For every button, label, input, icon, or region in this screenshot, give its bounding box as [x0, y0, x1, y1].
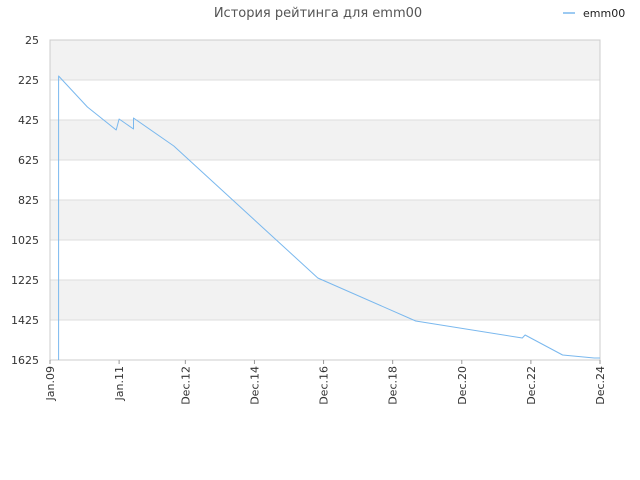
y-tick-label: 825 [18, 194, 39, 207]
x-tick-label: Dec.24 [594, 366, 607, 405]
y-tick-label: 1225 [11, 274, 39, 287]
x-tick-label: Dec.22 [525, 366, 538, 405]
y-tick-label: 25 [25, 34, 39, 47]
x-axis: Jan.09 Jan.11 Dec.12 Dec.14 Dec.16 Dec.18 Dec.… [44, 360, 607, 405]
y-tick-label: 1025 [11, 234, 39, 247]
legend-label-emm00: emm00 [583, 7, 625, 20]
x-tick-label: Jan.09 [44, 366, 57, 401]
grid-band [50, 280, 600, 320]
y-tick-label: 1625 [11, 354, 39, 367]
x-tick-label: Dec.16 [318, 366, 331, 405]
chart-title: История рейтинга для emm00 [214, 6, 422, 21]
grid-band [50, 120, 600, 160]
legend: emm00 [563, 7, 625, 20]
series-group [58, 75, 600, 360]
y-tick-label: 425 [18, 114, 39, 127]
y-axis: 25 225 425 625 825 1025 1225 1425 1625 [11, 34, 39, 367]
x-tick-label: Dec.20 [456, 366, 469, 405]
y-tick-label: 625 [18, 154, 39, 167]
series-line-emm00 [58, 75, 600, 360]
y-tick-label: 1425 [11, 314, 39, 327]
y-tick-label: 225 [18, 74, 39, 87]
x-tick-label: Jan.11 [113, 366, 126, 401]
x-tick-label: Dec.14 [248, 366, 261, 405]
background-bands [50, 40, 600, 320]
grid-band [50, 200, 600, 240]
plot-frame [49, 39, 601, 361]
x-tick-label: Dec.12 [179, 366, 192, 405]
grid-band [50, 40, 600, 80]
x-tick-label: Dec.18 [387, 366, 400, 405]
